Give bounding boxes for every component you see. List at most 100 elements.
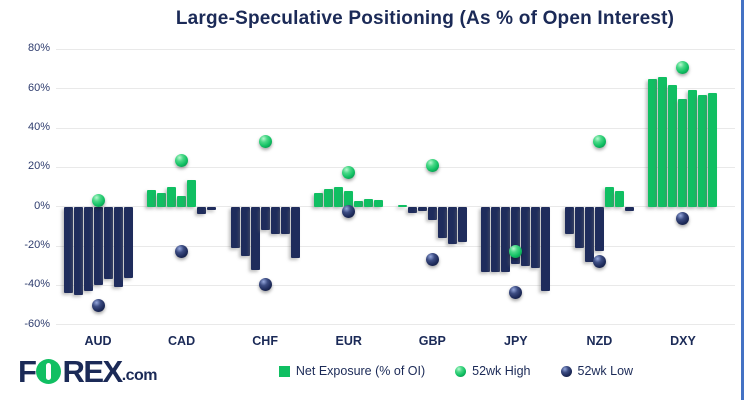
legend-label-52wk-high: 52wk High xyxy=(472,364,531,378)
net-exposure-bar xyxy=(511,206,521,264)
high-52wk-dot xyxy=(175,153,189,167)
net-exposure-bar xyxy=(397,204,407,207)
net-exposure-bar xyxy=(648,78,658,207)
net-exposure-bar xyxy=(73,206,83,296)
y-axis-label: -20% xyxy=(24,239,50,252)
net-exposure-bar xyxy=(260,206,270,231)
net-exposure-bar xyxy=(501,206,511,272)
x-axis-label: DXY xyxy=(670,334,696,348)
x-axis-label: NZD xyxy=(586,334,613,348)
net-exposure-bar xyxy=(314,192,324,207)
logo-text-f: F xyxy=(18,354,37,389)
y-axis-label: 20% xyxy=(27,160,50,173)
gridline xyxy=(56,324,735,326)
net-exposure-bar xyxy=(417,206,427,211)
net-exposure-bar xyxy=(541,206,551,292)
net-exposure-bar xyxy=(240,206,250,256)
low-52wk-dot xyxy=(676,212,690,225)
net-exposure-bar xyxy=(614,190,624,207)
net-exposure-bar xyxy=(250,206,260,270)
high-52wk-dot xyxy=(425,158,439,172)
gridline xyxy=(56,284,735,286)
low-52wk-dot xyxy=(425,253,439,267)
high-52wk-dot xyxy=(676,60,690,74)
net-exposure-bar xyxy=(481,206,491,272)
net-exposure-bar xyxy=(574,206,584,248)
low-52wk-dot xyxy=(91,298,105,312)
net-exposure-bar xyxy=(63,206,73,294)
net-exposure-bar xyxy=(83,206,93,292)
net-exposure-bar xyxy=(584,206,594,262)
y-axis-label: -60% xyxy=(24,317,50,330)
high-dot-icon xyxy=(455,365,467,377)
net-exposure-bar xyxy=(708,92,718,207)
forex-com-logo: F REX .com xyxy=(18,354,158,389)
x-axis-label: CHF xyxy=(252,334,278,348)
net-exposure-bar xyxy=(280,206,290,235)
legend: Net Exposure (% of OI) 52wk High 52wk Lo… xyxy=(170,364,742,378)
x-axis-label: GBP xyxy=(418,334,446,348)
y-axis-label: 0% xyxy=(34,199,50,212)
net-exposure-bar xyxy=(207,206,217,210)
net-exposure-bar xyxy=(187,180,197,207)
high-52wk-dot xyxy=(509,245,523,259)
net-exposure-bar xyxy=(491,206,501,272)
y-axis-label: 80% xyxy=(27,42,50,55)
high-52wk-dot xyxy=(342,165,356,179)
gridline xyxy=(56,88,735,90)
net-exposure-bar xyxy=(197,206,207,214)
net-exposure-bar xyxy=(521,206,531,266)
legend-label-net-exposure: Net Exposure (% of OI) xyxy=(295,364,426,378)
legend-item-52wk-high: 52wk High xyxy=(455,364,531,378)
net-exposure-bar xyxy=(604,187,614,207)
chart-title: Large-Speculative Positioning (As % of O… xyxy=(175,8,675,29)
net-exposure-bar xyxy=(688,89,698,207)
net-exposure-bar xyxy=(698,94,708,207)
net-exposure-bar xyxy=(324,188,334,207)
net-exposure-bar xyxy=(678,99,688,207)
net-exposure-bar xyxy=(103,206,113,280)
net-exposure-bar xyxy=(364,198,374,207)
net-exposure-bar xyxy=(658,76,668,207)
x-axis-label: EUR xyxy=(335,334,362,348)
logo-o-icon xyxy=(36,359,62,384)
low-dot-icon xyxy=(560,365,572,377)
logo-text-com: .com xyxy=(121,367,158,384)
high-52wk-dot xyxy=(592,135,606,149)
net-exposure-bar xyxy=(93,206,103,286)
net-exposure-bar xyxy=(531,206,541,268)
net-exposure-bar xyxy=(447,206,457,245)
gridline xyxy=(56,166,735,168)
net-exposure-bar xyxy=(177,195,187,207)
gridline xyxy=(56,206,735,208)
net-exposure-bar xyxy=(437,206,447,239)
net-exposure-swatch-icon xyxy=(278,365,290,377)
gridline xyxy=(56,245,735,247)
y-axis-label: -40% xyxy=(24,278,50,291)
legend-label-52wk-low: 52wk Low xyxy=(577,364,634,378)
low-52wk-dot xyxy=(258,277,272,291)
x-axis-label: JPY xyxy=(504,334,528,348)
net-exposure-bar xyxy=(594,206,604,251)
legend-item-net-exposure: Net Exposure (% of OI) xyxy=(278,364,426,378)
low-52wk-dot xyxy=(509,285,523,299)
net-exposure-bar xyxy=(334,187,344,207)
legend-item-52wk-low: 52wk Low xyxy=(560,364,634,378)
net-exposure-bar xyxy=(230,206,240,248)
low-52wk-dot xyxy=(342,205,356,219)
net-exposure-bar xyxy=(123,206,133,278)
y-axis-label: 40% xyxy=(27,121,50,133)
gridline xyxy=(56,127,735,129)
net-exposure-bar xyxy=(457,206,467,243)
net-exposure-bar xyxy=(354,200,364,207)
net-exposure-bar xyxy=(624,206,634,211)
net-exposure-bar xyxy=(407,206,417,213)
net-exposure-bar xyxy=(427,206,437,221)
net-exposure-bar xyxy=(344,190,354,207)
logo-text-rex: REX xyxy=(62,354,123,389)
low-52wk-dot xyxy=(592,255,606,269)
low-52wk-dot xyxy=(175,245,189,259)
net-exposure-bar xyxy=(668,84,678,207)
high-52wk-dot xyxy=(258,135,272,149)
